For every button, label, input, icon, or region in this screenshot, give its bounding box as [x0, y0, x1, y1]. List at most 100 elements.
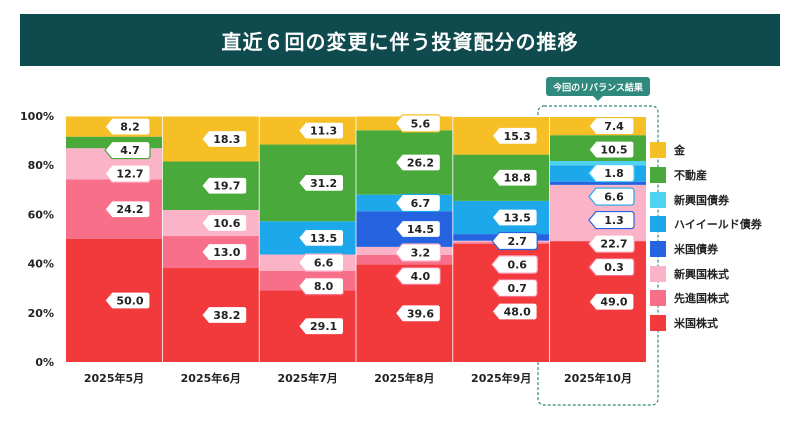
- data-label-tag: [491, 126, 538, 145]
- data-label-value: 50.0: [116, 295, 143, 308]
- data-label: 13.5: [297, 228, 345, 247]
- data-label-value: 19.7: [213, 180, 240, 193]
- data-label-tag: [297, 173, 345, 193]
- data-label: 0.6: [491, 255, 538, 274]
- data-label: 4.7: [104, 140, 151, 160]
- legend-swatch: [650, 315, 666, 332]
- data-label-tag: [491, 208, 538, 227]
- data-label-tag: [588, 257, 635, 277]
- data-label: 24.2: [104, 200, 151, 219]
- data-label-value: 1.8: [604, 167, 624, 180]
- data-label: 10.6: [201, 213, 248, 233]
- data-label-value: 1.3: [604, 214, 624, 227]
- data-label: 26.2: [394, 153, 441, 172]
- legend-swatch: [650, 241, 666, 258]
- data-label-tag: [201, 242, 248, 262]
- data-label: 11.3: [297, 121, 345, 140]
- data-label-value: 48.0: [504, 305, 531, 318]
- data-label: 2.7: [491, 231, 538, 251]
- data-label: 13.0: [201, 242, 248, 262]
- data-label: 1.3: [588, 210, 635, 230]
- data-label-value: 8.0: [314, 280, 334, 293]
- x-tick-label: 2025年9月: [471, 371, 531, 385]
- data-label-value: 14.5: [407, 223, 434, 236]
- data-label-tag: [394, 266, 441, 286]
- bar-segment: [550, 181, 646, 185]
- data-label-value: 13.5: [310, 232, 337, 245]
- data-label-tag: [491, 255, 538, 274]
- data-label-value: 18.3: [213, 133, 240, 146]
- data-label: 7.4: [588, 116, 635, 136]
- data-label-value: 3.2: [411, 247, 431, 260]
- callout-badge: [546, 77, 650, 96]
- legend-label: 金: [674, 144, 685, 158]
- data-label-value: 2.7: [507, 235, 527, 248]
- data-label-tag: [297, 121, 345, 140]
- legend-label: 米国株式: [674, 317, 718, 331]
- legend-label: ハイイールド債券: [674, 218, 762, 232]
- data-label-tag: [588, 292, 635, 311]
- legend-item: ハイイールド債券: [650, 212, 790, 237]
- data-label-value: 6.7: [411, 197, 431, 210]
- data-label: 0.7: [491, 278, 538, 298]
- data-label: 50.0: [104, 291, 151, 310]
- data-label-value: 0.6: [507, 258, 527, 271]
- x-tick-label: 2025年6月: [181, 371, 241, 385]
- data-label: 10.5: [588, 140, 635, 159]
- data-label-tag: [394, 114, 441, 133]
- callout-pointer: [593, 96, 603, 101]
- data-label: 5.6: [394, 114, 441, 133]
- data-label-value: 18.8: [504, 172, 531, 185]
- legend-label: 新興国債券: [674, 193, 729, 207]
- data-label-tag: [588, 234, 635, 253]
- data-label-value: 5.6: [411, 117, 431, 130]
- data-label-value: 49.0: [600, 296, 627, 309]
- callout-text: 今回のリバランス結果: [552, 82, 644, 94]
- data-label-tag: [588, 116, 635, 136]
- legend-label: 米国債券: [674, 243, 718, 257]
- data-label: 6.6: [297, 253, 345, 272]
- data-label: 1.8: [588, 163, 635, 183]
- y-tick-label: 40%: [28, 258, 54, 271]
- data-label-tag: [588, 187, 635, 206]
- data-label-value: 8.2: [120, 121, 140, 134]
- data-label-tag: [104, 291, 151, 310]
- legend-item: 金: [650, 138, 790, 163]
- data-label-tag: [201, 305, 248, 325]
- data-label: 0.3: [588, 257, 635, 277]
- y-tick-label: 100%: [20, 110, 54, 123]
- legend-item: 新興国債券: [650, 187, 790, 212]
- data-label-value: 4.7: [120, 144, 140, 157]
- data-label: 3.2: [394, 243, 441, 262]
- data-label-tag: [297, 253, 345, 272]
- x-tick-label: 2025年5月: [84, 371, 144, 385]
- legend-item: 先進国株式: [650, 286, 790, 311]
- data-label: 18.8: [491, 168, 538, 187]
- data-label-value: 6.6: [604, 191, 624, 204]
- data-label-value: 4.0: [411, 270, 431, 283]
- data-label-tag: [297, 228, 345, 247]
- data-label-value: 7.4: [604, 120, 624, 133]
- data-label: 18.3: [201, 129, 248, 149]
- data-label-value: 11.3: [310, 125, 337, 138]
- legend-label: 不動産: [674, 169, 707, 183]
- x-tick-label: 2025年7月: [277, 371, 337, 385]
- data-label: 15.3: [491, 126, 538, 145]
- data-label-value: 13.5: [504, 211, 531, 224]
- data-label: 19.7: [201, 176, 248, 195]
- legend-swatch: [650, 290, 666, 307]
- data-label-value: 39.6: [407, 307, 434, 320]
- data-label-tag: [491, 231, 538, 251]
- data-label-tag: [104, 164, 151, 183]
- data-label-value: 0.3: [604, 261, 624, 274]
- data-label: 39.6: [394, 304, 441, 323]
- data-label-tag: [588, 210, 635, 230]
- data-label-tag: [104, 117, 151, 136]
- data-label-value: 24.2: [116, 203, 143, 216]
- legend-swatch: [650, 191, 666, 208]
- data-label-value: 0.7: [507, 282, 527, 295]
- data-label: 12.7: [104, 164, 151, 183]
- data-label-tag: [588, 163, 635, 183]
- data-label-tag: [201, 129, 248, 149]
- data-label-tag: [394, 153, 441, 172]
